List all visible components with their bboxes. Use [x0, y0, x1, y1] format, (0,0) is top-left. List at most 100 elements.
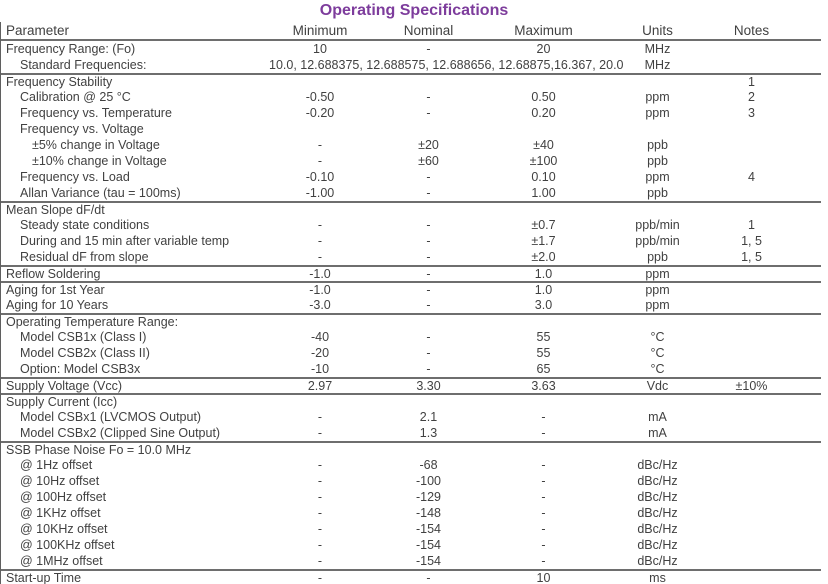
spec-row: Frequency vs. Voltage: [1, 121, 821, 137]
units-cell: mA: [648, 409, 667, 424]
parameter-cell: Aging for 10 Years: [6, 297, 109, 312]
minimum-cell: -: [317, 553, 323, 568]
parameter-cell: @ 10Hz offset: [20, 473, 100, 488]
parameter-cell: Standard Frequencies:: [20, 57, 147, 72]
parameter-cell: Start-up Time: [6, 571, 82, 584]
spec-row: Start-up Time - - 10 ms: [1, 569, 821, 584]
parameter-cell: Frequency vs. Voltage: [20, 121, 144, 136]
minimum-cell: 2.97: [307, 379, 333, 393]
col-header-parameter: Parameter: [6, 23, 70, 38]
parameter-cell: Allan Variance (tau = 100ms): [20, 185, 181, 200]
parameter-cell: Aging for 1st Year: [6, 283, 105, 297]
parameter-cell: Frequency Range: (Fo): [6, 41, 136, 56]
parameter-cell: Model CSB2x (Class II): [20, 345, 150, 360]
minimum-cell: -20: [310, 345, 330, 360]
spec-row: Operating Temperature Range:: [1, 313, 821, 329]
nominal-cell: -: [426, 105, 431, 120]
table-header-row: Parameter Minimum Nominal Maximum Units …: [1, 22, 821, 41]
nominal-cell: -: [426, 217, 431, 232]
maximum-cell: -: [541, 489, 546, 504]
maximum-cell: 55: [536, 329, 551, 344]
nominal-cell: 2.1: [419, 409, 438, 424]
minimum-cell: -1.0: [309, 283, 331, 297]
minimum-cell: -1.00: [305, 185, 335, 200]
maximum-cell: -: [541, 537, 546, 552]
spec-row: Frequency vs. Temperature -0.20-0.20 ppm 3: [1, 105, 821, 121]
units-cell: °C: [650, 345, 665, 360]
parameter-cell: Model CSBx2 (Clipped Sine Output): [20, 425, 221, 440]
units-cell: dBc/Hz: [637, 505, 678, 520]
page-title: Operating Specifications: [319, 2, 509, 19]
parameter-cell: ±5% change in Voltage: [32, 137, 160, 152]
nominal-cell: -: [426, 361, 431, 376]
parameter-cell: During and 15 min after variable temp: [20, 233, 230, 248]
spec-row: SSB Phase Noise Fo = 10.0 MHz: [1, 441, 821, 457]
parameter-cell: @ 100Hz offset: [20, 489, 107, 504]
nominal-cell: -: [426, 297, 431, 312]
units-cell: ppm: [645, 89, 670, 104]
units-cell: °C: [650, 361, 665, 376]
parameter-cell: ±10% change in Voltage: [32, 153, 167, 168]
units-cell: ppb/min: [635, 217, 680, 232]
nominal-cell: -148: [415, 505, 442, 520]
spec-row: @ 100Hz offset - -129 - dBc/Hz: [1, 489, 821, 505]
maximum-cell: -: [541, 457, 546, 472]
parameter-cell: Reflow Soldering: [6, 267, 101, 281]
parameter-cell: Mean Slope dF/dt: [6, 203, 105, 217]
minimum-cell: -: [317, 457, 323, 472]
parameter-cell: Frequency vs. Load: [20, 169, 130, 184]
units-cell: dBc/Hz: [637, 521, 678, 536]
parameter-cell: Supply Current (Icc): [6, 395, 118, 409]
spec-row: @ 100KHz offset - -154 - dBc/Hz: [1, 537, 821, 553]
nominal-cell: -: [426, 41, 431, 56]
nominal-cell: -: [426, 329, 431, 344]
nominal-cell: -: [426, 185, 431, 200]
minimum-cell: -40: [310, 329, 330, 344]
parameter-cell: @ 100KHz offset: [20, 537, 115, 552]
nominal-cell: ±20: [418, 137, 439, 152]
minimum-cell: -: [317, 505, 323, 520]
units-cell: ppm: [645, 105, 670, 120]
units-cell: ppm: [645, 283, 670, 297]
spec-row: @ 1MHz offset - -154 - dBc/Hz: [1, 553, 821, 569]
spec-row: During and 15 min after variable temp - - ±…: [1, 233, 821, 249]
notes-cell: 1, 5: [741, 233, 762, 248]
col-header-notes: Notes: [733, 23, 770, 38]
nominal-cell: -: [426, 89, 431, 104]
spec-row: Supply Current (Icc): [1, 393, 821, 409]
spec-row: Reflow Soldering -1.0-1.0 ppm: [1, 265, 821, 281]
minimum-cell: -0.50: [305, 89, 335, 104]
spec-row: @ 1KHz offset - -148 - dBc/Hz: [1, 505, 821, 521]
minimum-cell: -3.0: [309, 297, 331, 312]
spec-row: Standard Frequencies: 10.0, 12.688375, 12…: [1, 57, 821, 73]
parameter-cell: Residual dF from slope: [20, 249, 149, 264]
spec-row: Model CSB2x (Class II) -20 - 55 °C: [1, 345, 821, 361]
minimum-cell: -: [317, 489, 323, 504]
spec-row: Model CSBx1 (LVCMOS Output) - 2.1 - mA: [1, 409, 821, 425]
parameter-cell: Calibration @ 25 °C: [20, 89, 131, 104]
maximum-cell: ±2.0: [531, 249, 556, 264]
nominal-cell: -: [426, 233, 431, 248]
parameter-cell: Option: Model CSB3x: [20, 361, 141, 376]
spec-row: Model CSB1x (Class I) -40 - 55 °C: [1, 329, 821, 345]
units-cell: dBc/Hz: [637, 473, 678, 488]
minimum-cell: -: [317, 153, 323, 168]
maximum-cell: 3.0: [534, 297, 553, 312]
spec-row: ±10% change in Voltage - ±60 ±100 ppb: [1, 153, 821, 169]
spec-row: Option: Model CSB3x -10 - 65 °C: [1, 361, 821, 377]
notes-cell: 2: [748, 89, 755, 104]
parameter-cell: Supply Voltage (Vcc): [6, 379, 123, 393]
parameter-cell: @ 1MHz offset: [20, 553, 103, 568]
units-cell: ppb: [647, 153, 668, 168]
maximum-cell: 1.0: [534, 283, 553, 297]
maximum-cell: 0.50: [531, 89, 556, 104]
units-cell: ppm: [645, 267, 670, 281]
nominal-cell: -: [426, 249, 431, 264]
minimum-cell: -: [317, 537, 323, 552]
units-cell: MHz: [644, 41, 671, 56]
maximum-cell: 55: [536, 345, 551, 360]
spec-row: Frequency vs. Load -0.10-0.10 ppm 4: [1, 169, 821, 185]
maximum-cell: 1.0: [534, 267, 553, 281]
maximum-cell: ±100: [529, 153, 558, 168]
units-cell: ppb: [647, 249, 668, 264]
